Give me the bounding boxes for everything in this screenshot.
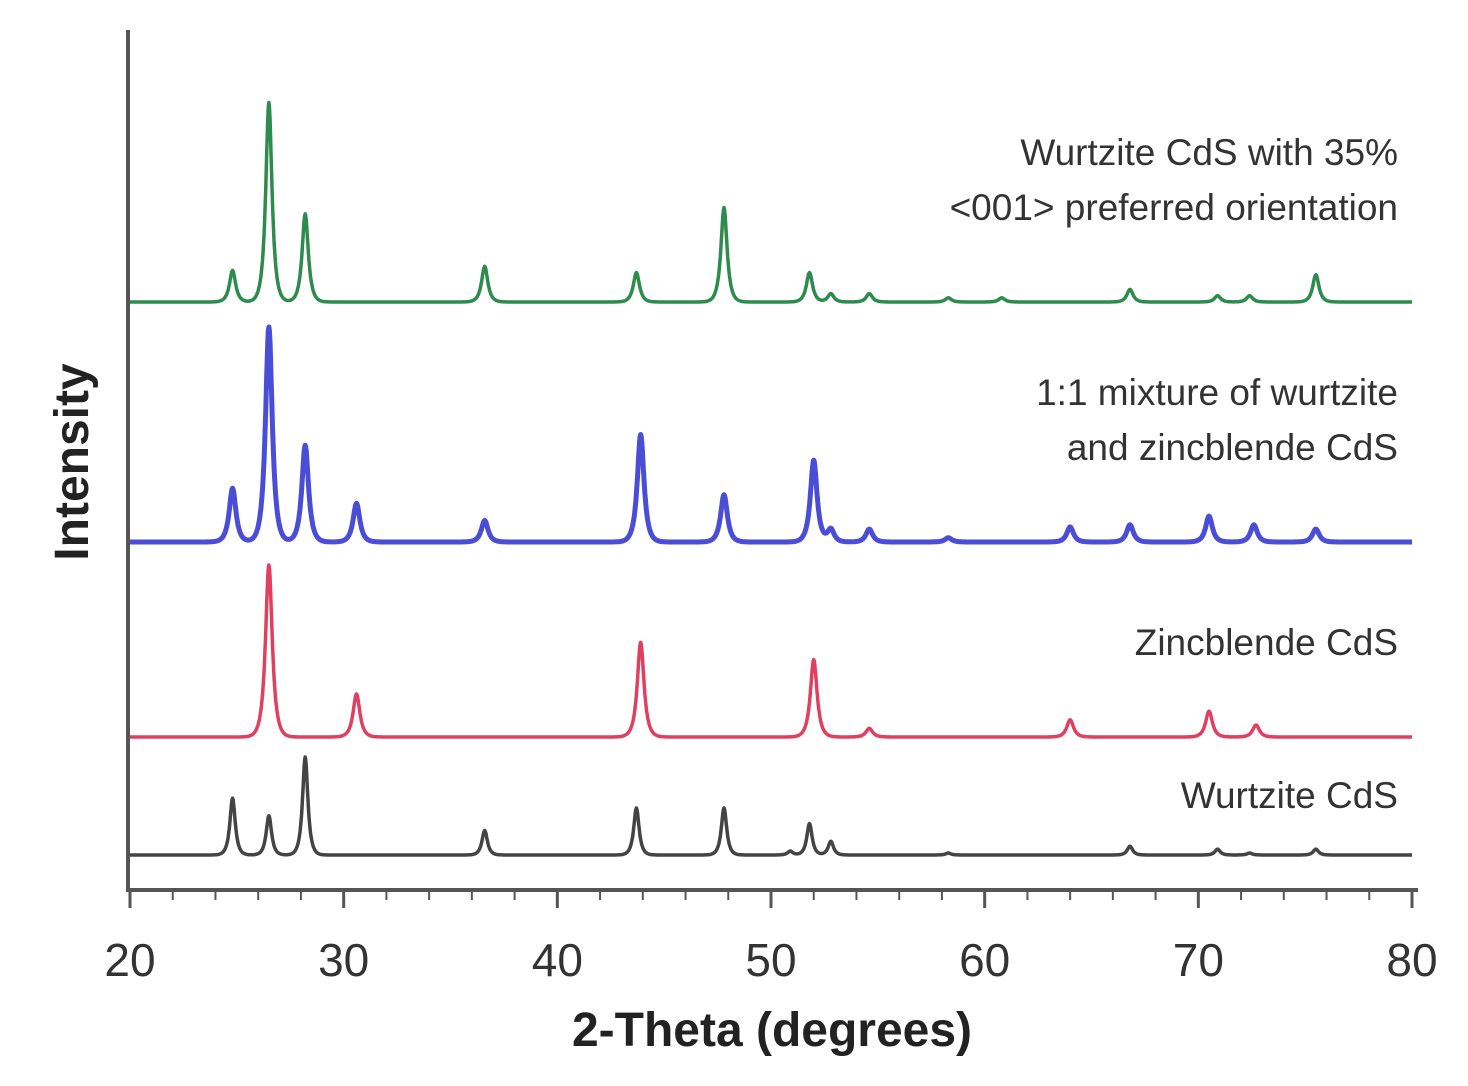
- series-line-pref: [128, 100, 1414, 304]
- trace-label-wz: Wurtzite CdS: [1181, 775, 1398, 816]
- trace-label-mix: 1:1 mixture of wurtzite: [1036, 372, 1398, 413]
- trace-labels: Wurtzite CdS with 35% <001> preferred ori…: [950, 132, 1398, 816]
- x-axis-title: 2-Theta (degrees): [572, 1004, 972, 1057]
- trace-label-pref: Wurtzite CdS with 35%: [1020, 132, 1398, 173]
- x-tick-label: 60: [959, 934, 1010, 986]
- axes: 20 30 40 50 60 70 80: [104, 30, 1438, 986]
- x-tick-label: 30: [318, 934, 369, 986]
- x-tick-label: 50: [745, 934, 796, 986]
- x-axis-tick-labels: 20 30 40 50 60 70 80: [104, 934, 1437, 986]
- y-axis-title: Intensity: [46, 363, 99, 561]
- trace-label-mix: and zincblende CdS: [1067, 427, 1398, 468]
- trace-label-pref: <001> preferred orientation: [950, 187, 1398, 228]
- series-line-zb: [128, 563, 1414, 739]
- x-axis-ticks: [128, 890, 1414, 908]
- trace-label-zb: Zincblende CdS: [1135, 622, 1398, 663]
- series-line-mix: [128, 324, 1414, 545]
- x-tick-label: 40: [532, 934, 583, 986]
- x-tick-label: 70: [1173, 934, 1224, 986]
- x-tick-label: 20: [104, 934, 155, 986]
- x-tick-label: 80: [1386, 934, 1437, 986]
- series-line-wz: [128, 755, 1414, 857]
- plot-area: [128, 100, 1414, 857]
